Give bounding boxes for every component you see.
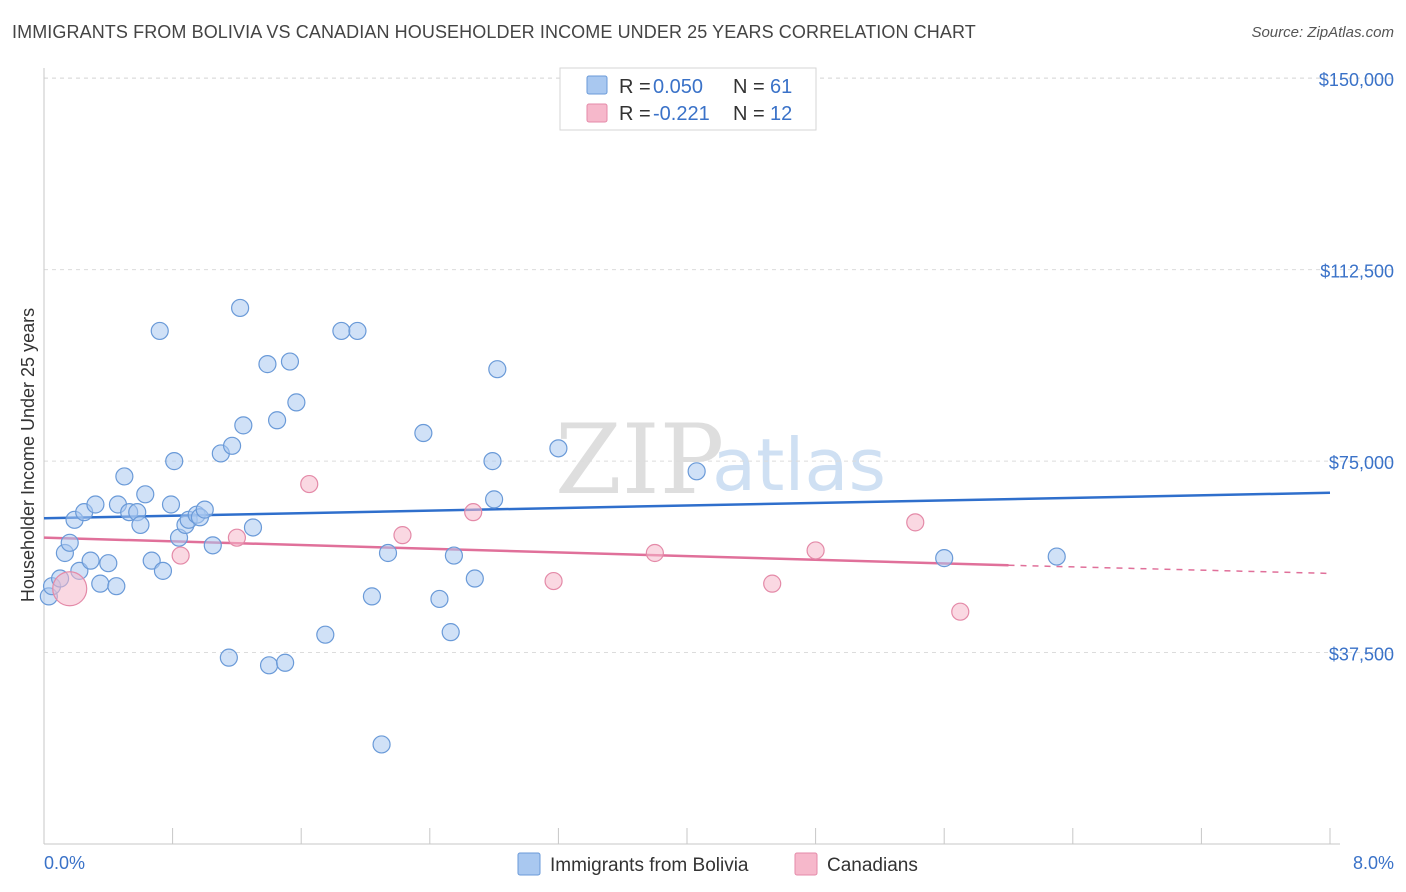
- series-legend-label-bolivia: Immigrants from Bolivia: [550, 855, 749, 876]
- point-canadians: [52, 571, 88, 607]
- point-canadians: [300, 474, 319, 494]
- point-bolivia: [287, 393, 306, 412]
- legend-n-label-1: N =: [733, 76, 765, 98]
- point-bolivia: [153, 561, 173, 580]
- y-tick-label: $37,500: [1329, 645, 1394, 665]
- series-legend-swatch-bolivia: [517, 852, 541, 876]
- point-canadians: [951, 602, 970, 621]
- point-bolivia: [81, 551, 100, 570]
- point-bolivia: [219, 648, 238, 667]
- y-tick-label: $75,000: [1329, 453, 1394, 473]
- series-legend-swatch-canadians: [794, 852, 818, 876]
- point-bolivia: [234, 416, 253, 435]
- point-bolivia: [161, 495, 181, 514]
- point-bolivia: [465, 569, 484, 588]
- point-bolivia: [687, 462, 706, 481]
- point-bolivia: [430, 589, 449, 609]
- point-bolivia: [444, 546, 464, 565]
- legend-swatch-canadians: [586, 103, 608, 123]
- point-canadians: [171, 546, 190, 565]
- point-bolivia: [372, 735, 391, 754]
- y-tick-label: $112,500: [1320, 262, 1394, 282]
- point-bolivia: [259, 656, 279, 675]
- point-bolivia: [488, 360, 507, 379]
- point-canadians: [393, 526, 412, 545]
- point-bolivia: [231, 298, 250, 318]
- point-bolivia: [414, 423, 433, 443]
- point-bolivia: [483, 452, 502, 471]
- point-bolivia: [203, 536, 222, 555]
- watermark-zip: ZIP: [555, 404, 724, 516]
- trend-line-bolivia: [43, 491, 1331, 520]
- source-label: Source: ZipAtlas.com: [1251, 24, 1394, 41]
- point-bolivia: [276, 653, 295, 672]
- point-bolivia: [222, 436, 242, 455]
- point-canadians: [544, 571, 563, 591]
- x-tick-label-max: 8.0%: [1353, 853, 1394, 873]
- y-tick-label: $150,000: [1319, 70, 1394, 90]
- point-bolivia: [258, 355, 277, 374]
- point-bolivia: [362, 587, 382, 606]
- point-bolivia: [935, 549, 954, 568]
- point-bolivia: [115, 467, 134, 486]
- point-bolivia: [91, 574, 110, 593]
- point-bolivia: [348, 321, 367, 341]
- point-canadians: [906, 513, 925, 532]
- point-bolivia: [142, 551, 161, 570]
- legend-n-label-2: N =: [733, 103, 765, 125]
- point-bolivia: [107, 577, 126, 596]
- data-points: [39, 298, 1066, 754]
- x-axis-ticks: [172, 828, 1331, 844]
- series-legend: Immigrants from Bolivia Canadians: [517, 852, 918, 876]
- chart-title: IMMIGRANTS FROM BOLIVIA VS CANADIAN HOUS…: [12, 22, 976, 42]
- legend-r-label-2: R =: [619, 103, 651, 125]
- y-axis-label: Householder Income Under 25 years: [18, 308, 38, 602]
- legend-n-value-2: 12: [770, 103, 792, 125]
- point-canadians: [806, 541, 825, 560]
- point-bolivia: [165, 452, 184, 471]
- point-bolivia: [267, 411, 287, 430]
- legend-r-value-1: 0.050: [653, 76, 703, 98]
- y-axis-tick-labels: $37,500 $75,000 $112,500 $150,000: [1319, 70, 1394, 664]
- correlation-legend: R = 0.050 N = 61 R = -0.221 N = 12: [559, 67, 817, 131]
- trend-line-canadians-extension: [1008, 564, 1331, 575]
- point-bolivia: [441, 623, 460, 642]
- point-bolivia: [332, 321, 351, 341]
- point-bolivia: [485, 490, 504, 509]
- point-bolivia: [131, 515, 150, 535]
- point-bolivia: [136, 485, 155, 504]
- point-bolivia: [195, 500, 214, 519]
- watermark-atlas: atlas: [712, 423, 886, 507]
- point-bolivia: [378, 543, 398, 563]
- point-bolivia: [60, 533, 79, 552]
- point-bolivia: [549, 439, 568, 458]
- point-bolivia: [243, 518, 263, 537]
- legend-n-value-1: 61: [770, 76, 792, 98]
- legend-r-value-2: -0.221: [653, 103, 710, 125]
- point-bolivia: [316, 625, 335, 644]
- point-canadians: [645, 543, 664, 563]
- series-legend-label-canadians: Canadians: [827, 855, 918, 876]
- legend-swatch-bolivia: [586, 75, 608, 95]
- point-canadians: [763, 574, 782, 593]
- legend-r-label-1: R =: [619, 76, 651, 98]
- point-canadians: [227, 528, 246, 547]
- x-tick-label-min: 0.0%: [44, 853, 85, 873]
- point-canadians: [464, 503, 483, 522]
- point-bolivia: [99, 554, 118, 573]
- point-bolivia: [280, 352, 300, 371]
- watermark: ZIP atlas: [555, 404, 886, 516]
- point-bolivia: [1047, 547, 1066, 566]
- point-bolivia: [86, 495, 105, 514]
- point-bolivia: [150, 321, 169, 341]
- grid-lines: [44, 77, 1394, 654]
